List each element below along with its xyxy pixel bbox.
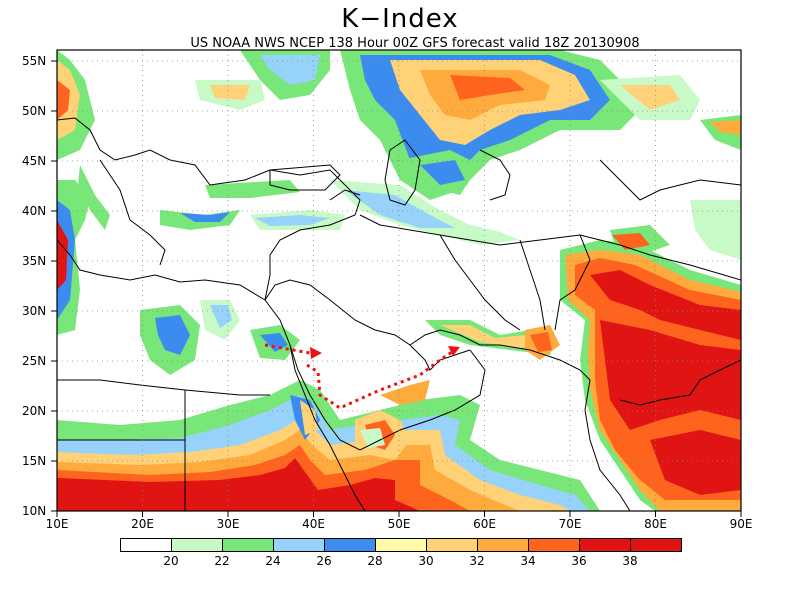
- colorbar-label: 34: [520, 554, 536, 568]
- colorbar-label: 22: [214, 554, 230, 568]
- y-tick-label: 35N: [22, 254, 47, 268]
- y-tick-label: 15N: [22, 454, 47, 468]
- y-tick-label: 30N: [22, 304, 47, 318]
- x-tick-label: 10E: [45, 517, 69, 531]
- colorbar-swatch: [528, 538, 580, 552]
- colorbar-label: 30: [418, 554, 434, 568]
- colorbar-label: 28: [367, 554, 383, 568]
- x-tick-label: 50E: [387, 517, 411, 531]
- red-dotted-arrow: [264, 343, 456, 410]
- y-tick-label: 45N: [22, 154, 47, 168]
- map-title: K−Index: [341, 4, 459, 34]
- colorbar-swatch: [120, 538, 172, 552]
- x-tick-label: 90E: [729, 517, 753, 531]
- x-tick-label: 40E: [302, 517, 325, 531]
- y-tick-label: 40N: [22, 204, 47, 218]
- colorbar-label: 20: [163, 554, 179, 568]
- colorbar-label: 36: [571, 554, 587, 568]
- colorbar-swatch: [630, 538, 682, 552]
- colorbar-label: 38: [622, 554, 638, 568]
- y-tick-label: 20N: [22, 404, 47, 418]
- x-tick-label: 70E: [558, 517, 582, 531]
- colorbar-swatch: [579, 538, 631, 552]
- map-subtitle: US NOAA NWS NCEP 138 Hour 00Z GFS foreca…: [190, 36, 640, 51]
- colorbar-swatch: [171, 538, 223, 552]
- arrowhead-2: [448, 346, 460, 356]
- colorbar-swatch: [273, 538, 325, 552]
- y-tick-label: 25N: [22, 354, 47, 368]
- y-tick-label: 55N: [22, 54, 47, 68]
- x-tick-label: 60E: [473, 517, 496, 531]
- colorbar-swatch: [375, 538, 427, 552]
- colorbar-swatch: [222, 538, 274, 552]
- colorbar-label: 24: [265, 554, 281, 568]
- y-tick-label: 50N: [22, 104, 47, 118]
- colorbar-label: 26: [316, 554, 332, 568]
- lat-lon-grid: [57, 50, 741, 511]
- x-tick-label: 80E: [644, 517, 667, 531]
- coastlines: [57, 117, 741, 511]
- colorbar-swatch: [324, 538, 376, 552]
- x-tick-label: 30E: [216, 517, 240, 531]
- colorbar-swatch: [426, 538, 478, 552]
- x-tick-label: 20E: [131, 517, 154, 531]
- arrowhead-1: [310, 347, 322, 359]
- colorbar-swatch: [477, 538, 529, 552]
- y-tick-label: 10N: [22, 504, 47, 518]
- colorbar-label: 32: [469, 554, 485, 568]
